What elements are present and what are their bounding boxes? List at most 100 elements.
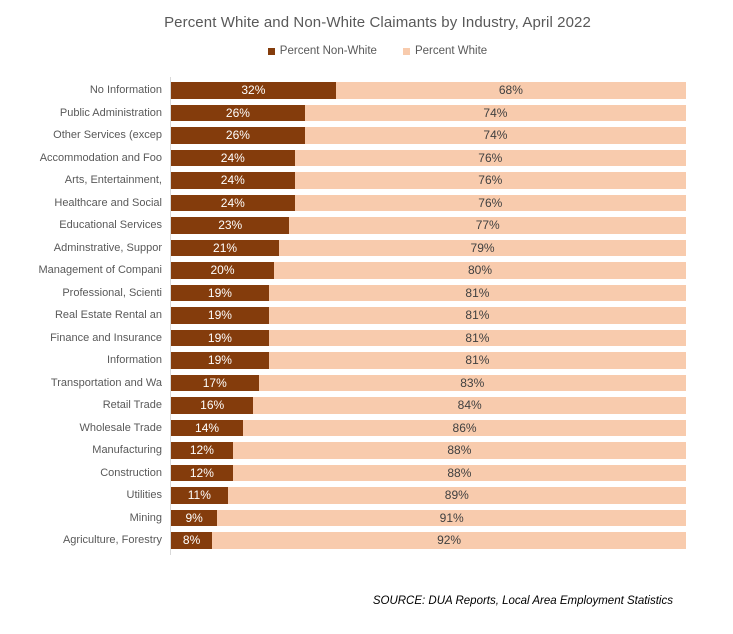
- bar-label-nonwhite: 26%: [225, 128, 250, 143]
- legend: Percent Non-White Percent White: [22, 45, 733, 57]
- category-label: Finance and Insurance: [50, 331, 162, 344]
- bar-segment-white: 80%: [274, 262, 686, 279]
- bar-segment-nonwhite: 20%: [171, 262, 274, 279]
- bar-label-nonwhite: 20%: [210, 263, 235, 278]
- bar-group: 19% 81%: [171, 352, 686, 369]
- chart-row: Accommodation and Foo 24% 76%: [0, 147, 733, 170]
- chart-row: Manufacturing 12% 88%: [0, 439, 733, 462]
- category-label: Management of Compani: [38, 264, 162, 277]
- category-label: Utilities: [126, 489, 162, 502]
- chart-row: Real Estate Rental an 19% 81%: [0, 304, 733, 327]
- category-label: Information: [106, 354, 162, 367]
- bar-group: 19% 81%: [171, 329, 686, 346]
- bar-label-nonwhite: 14%: [195, 420, 220, 435]
- chart-row: Finance and Insurance 19% 81%: [0, 327, 733, 350]
- legend-item-white: Percent White: [402, 45, 487, 57]
- bar-group: 24% 76%: [171, 149, 686, 166]
- legend-item-nonwhite: Percent Non-White: [267, 45, 377, 57]
- plot-area: No Information 32% 68% Public Administra…: [0, 77, 733, 555]
- bar-group: 12% 88%: [171, 464, 686, 481]
- chart-row: Wholesale Trade 14% 86%: [0, 417, 733, 440]
- bar-segment-nonwhite: 12%: [171, 464, 233, 481]
- bar-label-nonwhite: 32%: [241, 83, 266, 98]
- category-label: Wholesale Trade: [79, 421, 162, 434]
- bar-segment-white: 88%: [232, 442, 686, 459]
- bar-segment-nonwhite: 12%: [171, 442, 233, 459]
- bar-group: 9% 91%: [171, 509, 686, 526]
- bar-label-white: 89%: [444, 488, 469, 503]
- category-label: Accommodation and Foo: [39, 151, 162, 164]
- bar-segment-white: 86%: [243, 419, 686, 436]
- chart-row: Professional, Scienti 19% 81%: [0, 282, 733, 305]
- bar-label-nonwhite: 8%: [182, 533, 201, 548]
- bar-label-nonwhite: 19%: [207, 353, 232, 368]
- bar-segment-nonwhite: 26%: [171, 127, 305, 144]
- bar-segment-nonwhite: 19%: [171, 284, 269, 301]
- bar-segment-nonwhite: 21%: [171, 239, 280, 256]
- bar-segment-white: 68%: [335, 82, 686, 99]
- category-label: Construction: [100, 466, 162, 479]
- bar-segment-nonwhite: 8%: [171, 532, 213, 549]
- bar-label-white: 88%: [447, 465, 472, 480]
- category-axis-line: [170, 77, 171, 555]
- bar-segment-white: 74%: [304, 104, 686, 121]
- bar-segment-white: 79%: [279, 239, 686, 256]
- bar-label-nonwhite: 17%: [202, 375, 227, 390]
- chart-row: Agriculture, Forestry 8% 92%: [0, 529, 733, 552]
- bar-group: 26% 74%: [171, 104, 686, 121]
- bar-group: 20% 80%: [171, 262, 686, 279]
- bar-label-white: 91%: [439, 510, 464, 525]
- bar-segment-white: 89%: [227, 487, 686, 504]
- bar-label-white: 81%: [465, 308, 490, 323]
- legend-label-nonwhite: Percent Non-White: [279, 45, 377, 57]
- chart-row: Educational Services 23% 77%: [0, 214, 733, 237]
- bar-segment-nonwhite: 23%: [171, 217, 290, 234]
- bar-segment-nonwhite: 9%: [171, 509, 218, 526]
- bar-segment-white: 76%: [294, 194, 686, 211]
- bar-label-nonwhite: 12%: [189, 443, 214, 458]
- bar-label-white: 80%: [467, 263, 493, 278]
- bar-group: 12% 88%: [171, 442, 686, 459]
- bar-label-nonwhite: 26%: [225, 105, 250, 120]
- bar-segment-white: 91%: [217, 509, 686, 526]
- chart-row: Healthcare and Social 24% 76%: [0, 192, 733, 215]
- chart-row: Transportation and Wa 17% 83%: [0, 372, 733, 395]
- chart-rows: No Information 32% 68% Public Administra…: [0, 79, 733, 552]
- bar-label-white: 92%: [437, 533, 462, 548]
- chart-row: Management of Compani 20% 80%: [0, 259, 733, 282]
- category-label: Other Services (excep: [53, 129, 162, 142]
- bar-label-white: 76%: [478, 173, 503, 188]
- bar-label-white: 68%: [498, 83, 523, 98]
- bar-segment-nonwhite: 14%: [171, 419, 244, 436]
- bar-segment-white: 92%: [212, 532, 686, 549]
- chart-row: Other Services (excep 26% 74%: [0, 124, 733, 147]
- bar-label-nonwhite: 11%: [187, 488, 211, 503]
- bar-group: 14% 86%: [171, 419, 686, 436]
- bar-label-white: 76%: [478, 150, 503, 165]
- bar-segment-nonwhite: 24%: [171, 194, 295, 211]
- bar-label-nonwhite: 19%: [207, 330, 232, 345]
- chart-row: Public Administration 26% 74%: [0, 102, 733, 125]
- bar-group: 26% 74%: [171, 127, 686, 144]
- bar-segment-nonwhite: 19%: [171, 307, 269, 324]
- bar-label-white: 74%: [483, 128, 508, 143]
- bar-group: 19% 81%: [171, 284, 686, 301]
- bar-label-nonwhite: 19%: [207, 285, 232, 300]
- bar-label-nonwhite: 21%: [213, 240, 238, 255]
- chart-row: Mining 9% 91%: [0, 507, 733, 530]
- bar-segment-white: 83%: [258, 374, 686, 391]
- chart-row: Utilities 11% 89%: [0, 484, 733, 507]
- bar-label-nonwhite: 16%: [200, 398, 225, 413]
- chart-row: Retail Trade 16% 84%: [0, 394, 733, 417]
- bar-label-nonwhite: 9%: [185, 510, 203, 525]
- category-label: Adminstrative, Suppor: [53, 241, 162, 254]
- bar-group: 17% 83%: [171, 374, 686, 391]
- bar-segment-white: 81%: [268, 307, 686, 324]
- category-label: Real Estate Rental an: [54, 309, 162, 322]
- bar-label-white: 81%: [465, 330, 490, 345]
- category-label: Manufacturing: [92, 444, 162, 457]
- bar-segment-nonwhite: 19%: [171, 352, 269, 369]
- bar-segment-white: 76%: [294, 172, 686, 189]
- category-label: Professional, Scienti: [62, 286, 162, 299]
